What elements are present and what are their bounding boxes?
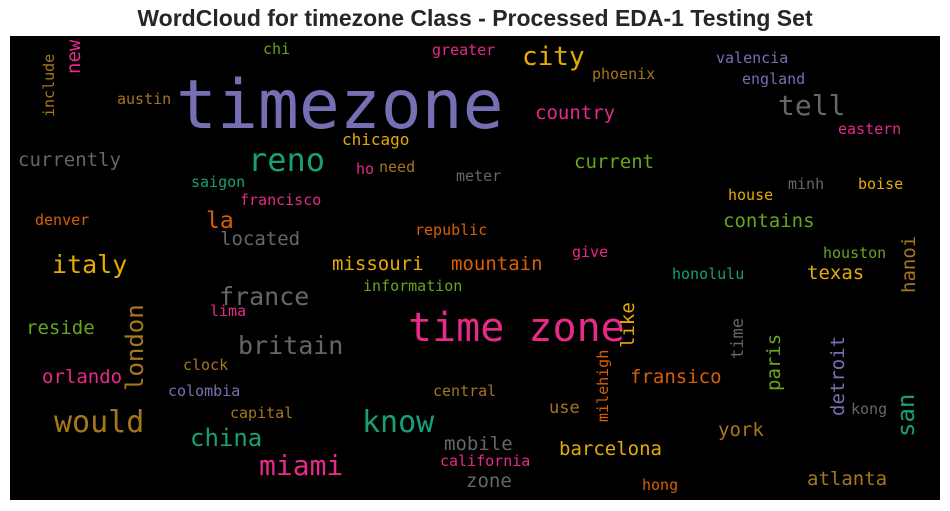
word-need: need (379, 158, 416, 176)
chart-title: WordCloud for timezone Class - Processed… (137, 5, 813, 31)
word-orlando: orlando (42, 366, 123, 388)
word-san: san (892, 393, 920, 437)
word-timezone: timezone (176, 66, 504, 145)
word-include: include (40, 53, 58, 117)
word-barcelona: barcelona (559, 438, 662, 460)
word-fransico: fransico (630, 366, 722, 388)
word-chicago: chicago (342, 130, 410, 149)
word-mountain: mountain (451, 253, 543, 275)
word-central: central (433, 382, 497, 400)
word-know: know (362, 405, 435, 440)
word-meter: meter (456, 167, 502, 185)
word-hong: hong (642, 476, 679, 494)
word-saigon: saigon (191, 173, 246, 191)
word-paris: paris (763, 333, 785, 391)
word-detroit: detroit (827, 335, 849, 416)
word-london: london (121, 304, 149, 391)
word-denver: denver (35, 211, 90, 229)
word-boise: boise (858, 175, 904, 193)
word-miami: miami (259, 449, 344, 482)
word-england: england (742, 70, 806, 88)
word-ho: ho (356, 160, 375, 178)
word-located: located (220, 228, 301, 250)
word-like: like (617, 302, 639, 348)
word-tell: tell (778, 89, 846, 122)
word-lima: lima (210, 302, 247, 320)
word-texas: texas (807, 262, 865, 284)
word-honolulu: honolulu (672, 265, 745, 283)
word-colombia: colombia (168, 382, 241, 400)
word-mobile: mobile (444, 433, 513, 455)
word-time-zone: time zone (408, 305, 625, 351)
word-phoenix: phoenix (592, 65, 656, 83)
word-california: california (440, 452, 531, 470)
word-current: current (574, 151, 655, 173)
word-york: york (718, 419, 764, 441)
word-time: time (728, 318, 748, 359)
word-houston: houston (823, 244, 887, 262)
word-eastern: eastern (838, 120, 902, 138)
word-information: information (363, 277, 463, 295)
word-atlanta: atlanta (807, 468, 888, 490)
word-minh: minh (788, 175, 825, 193)
word-zone: zone (466, 470, 512, 492)
word-missouri: missouri (332, 253, 424, 275)
word-reno: reno (248, 141, 326, 179)
word-capital: capital (230, 404, 294, 422)
word-house: house (728, 186, 774, 204)
word-would: would (54, 405, 145, 440)
word-china: china (190, 424, 263, 452)
word-valencia: valencia (716, 49, 789, 67)
word-milehigh: milehigh (594, 349, 612, 422)
word-chi: chi (263, 40, 291, 58)
word-francisco: francisco (240, 191, 322, 209)
word-austin: austin (117, 90, 172, 108)
word-italy: italy (52, 250, 128, 279)
word-currently: currently (18, 149, 121, 171)
word-clock: clock (183, 356, 229, 374)
word-republic: republic (415, 221, 488, 239)
word-greater: greater (432, 41, 496, 59)
word-france: france (219, 282, 310, 311)
word-la: la (206, 208, 234, 234)
word-hanoi: hanoi (898, 235, 920, 293)
word-britain: britain (238, 331, 344, 360)
word-contains: contains (723, 210, 815, 232)
word-country: country (535, 102, 616, 124)
word-new: new (63, 39, 85, 74)
wordcloud-canvas: timezone time zone reno would know miami tell c… (10, 36, 940, 500)
word-kong: kong (851, 400, 888, 418)
word-use: use (549, 398, 580, 418)
word-reside: reside (26, 317, 95, 339)
word-give: give (572, 243, 609, 261)
word-city: city (522, 42, 585, 72)
